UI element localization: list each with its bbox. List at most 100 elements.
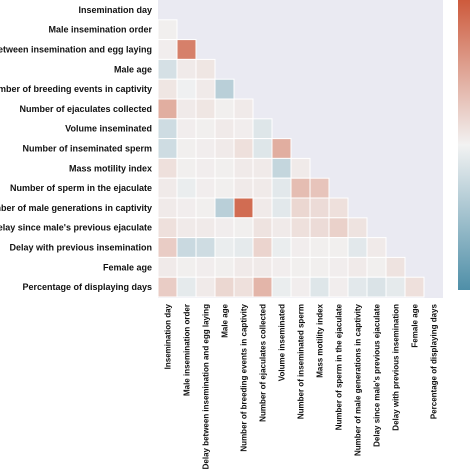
heatmap-cell xyxy=(290,256,311,278)
column-tick-label: Male age xyxy=(221,303,230,337)
heatmap-cell xyxy=(290,276,311,298)
heatmap-cell xyxy=(347,276,368,298)
heatmap-cell xyxy=(157,197,178,219)
heatmap-cell xyxy=(214,197,235,219)
row-tick-label: Female age xyxy=(103,262,152,272)
heatmap-cell xyxy=(366,256,387,278)
heatmap-cell xyxy=(309,237,330,258)
heatmap-cell xyxy=(233,237,254,258)
column-tick-label: Delay between insemination and egg layin… xyxy=(202,304,211,469)
row-tick-label: Number of male generations in captivity xyxy=(0,203,152,213)
heatmap-cell xyxy=(290,217,311,239)
heatmap-cell xyxy=(252,256,273,278)
heatmap-cell xyxy=(233,98,254,120)
heatmap-cell xyxy=(157,19,178,41)
row-tick-label: Percentage of displaying days xyxy=(22,282,152,292)
heatmap-cell xyxy=(290,177,311,199)
column-tick-label: Mass motility index xyxy=(316,303,325,377)
heatmap-cell xyxy=(176,256,197,278)
heatmap-cell xyxy=(309,276,330,298)
heatmap-cell xyxy=(347,237,368,258)
heatmap-cell xyxy=(233,197,254,219)
heatmap-cell xyxy=(214,237,235,258)
heatmap-cell xyxy=(176,217,197,239)
heatmap-cell xyxy=(233,118,254,140)
heatmap-cell xyxy=(214,256,235,278)
heatmap-cell xyxy=(214,177,235,199)
heatmap-cell xyxy=(214,157,235,179)
heatmap-cell xyxy=(271,157,292,179)
heatmap-cell xyxy=(176,58,197,80)
heatmap-cell xyxy=(195,276,216,298)
heatmap-cell xyxy=(157,58,178,80)
heatmap-cell xyxy=(271,237,292,258)
heatmap-cell xyxy=(271,256,292,278)
row-tick-label: Delay between insemination and egg layin… xyxy=(0,45,152,55)
column-tick-label: Number of sperm in the ejaculate xyxy=(335,303,344,430)
column-tick-label: Male insemination order xyxy=(183,304,192,396)
heatmap-cell xyxy=(309,197,330,219)
heatmap-cell xyxy=(195,118,216,140)
heatmap-cell xyxy=(233,138,254,159)
heatmap-cell xyxy=(233,256,254,278)
heatmap-cell xyxy=(233,276,254,298)
colorbar xyxy=(458,0,470,290)
row-tick-label: Number of sperm in the ejaculate xyxy=(10,183,152,193)
heatmap-cell xyxy=(252,138,273,159)
row-tick-label: Delay with previous insemination xyxy=(9,243,152,253)
heatmap-cell xyxy=(271,276,292,298)
heatmap-cell xyxy=(157,98,178,120)
row-tick-label: Insemination day xyxy=(78,5,152,15)
row-tick-label: Male insemination order xyxy=(48,25,152,35)
heatmap-cell xyxy=(214,78,235,100)
row-tick-label: Number of inseminated sperm xyxy=(22,144,152,154)
row-tick-label: Number of breeding events in captivity xyxy=(0,84,152,94)
heatmap-cell xyxy=(385,276,406,298)
heatmap-cells xyxy=(157,19,425,298)
heatmap-cell xyxy=(176,78,197,100)
heatmap-cell xyxy=(157,237,178,258)
heatmap-cell xyxy=(214,98,235,120)
heatmap-cell xyxy=(328,237,349,258)
row-tick-label: Mass motility index xyxy=(69,163,152,173)
heatmap-cell xyxy=(176,98,197,120)
heatmap-cell xyxy=(233,217,254,239)
row-tick-label: Number of ejaculates collected xyxy=(19,104,152,114)
column-tick-label: Number of breeding events in captivity xyxy=(240,303,249,451)
heatmap-cell xyxy=(214,276,235,298)
column-tick-label: Insemination day xyxy=(164,303,173,369)
heatmap-cell xyxy=(271,177,292,199)
heatmap-cell xyxy=(157,256,178,278)
row-tick-label: Volume inseminated xyxy=(65,124,152,134)
heatmap-cell xyxy=(252,197,273,219)
heatmap-cell xyxy=(309,217,330,239)
heatmap-cell xyxy=(328,217,349,239)
heatmap-cell xyxy=(195,237,216,258)
heatmap-cell xyxy=(195,197,216,219)
heatmap-cell xyxy=(195,78,216,100)
row-tick-label: Delay since male's previous ejaculate xyxy=(0,223,152,233)
heatmap-cell xyxy=(176,237,197,258)
heatmap-cell xyxy=(309,177,330,199)
heatmap-cell xyxy=(252,177,273,199)
heatmap-cell xyxy=(309,256,330,278)
heatmap-cell xyxy=(252,118,273,140)
heatmap-cell xyxy=(176,276,197,298)
heatmap-cell xyxy=(214,217,235,239)
heatmap-cell xyxy=(290,197,311,219)
heatmap-cell xyxy=(347,217,368,239)
heatmap-cell xyxy=(157,157,178,179)
column-labels: Insemination day Male insemination order D… xyxy=(164,303,439,469)
column-tick-label: Volume inseminated xyxy=(278,304,287,381)
row-tick-label: Male age xyxy=(114,64,152,74)
heatmap-cell xyxy=(271,197,292,219)
heatmap-cell xyxy=(252,276,273,298)
heatmap-cell xyxy=(157,138,178,159)
heatmap-cell xyxy=(157,78,178,100)
heatmap-cell xyxy=(328,197,349,219)
heatmap-cell xyxy=(290,157,311,179)
heatmap-cell xyxy=(271,138,292,159)
heatmap-cell xyxy=(404,276,425,298)
heatmap-cell xyxy=(195,58,216,80)
